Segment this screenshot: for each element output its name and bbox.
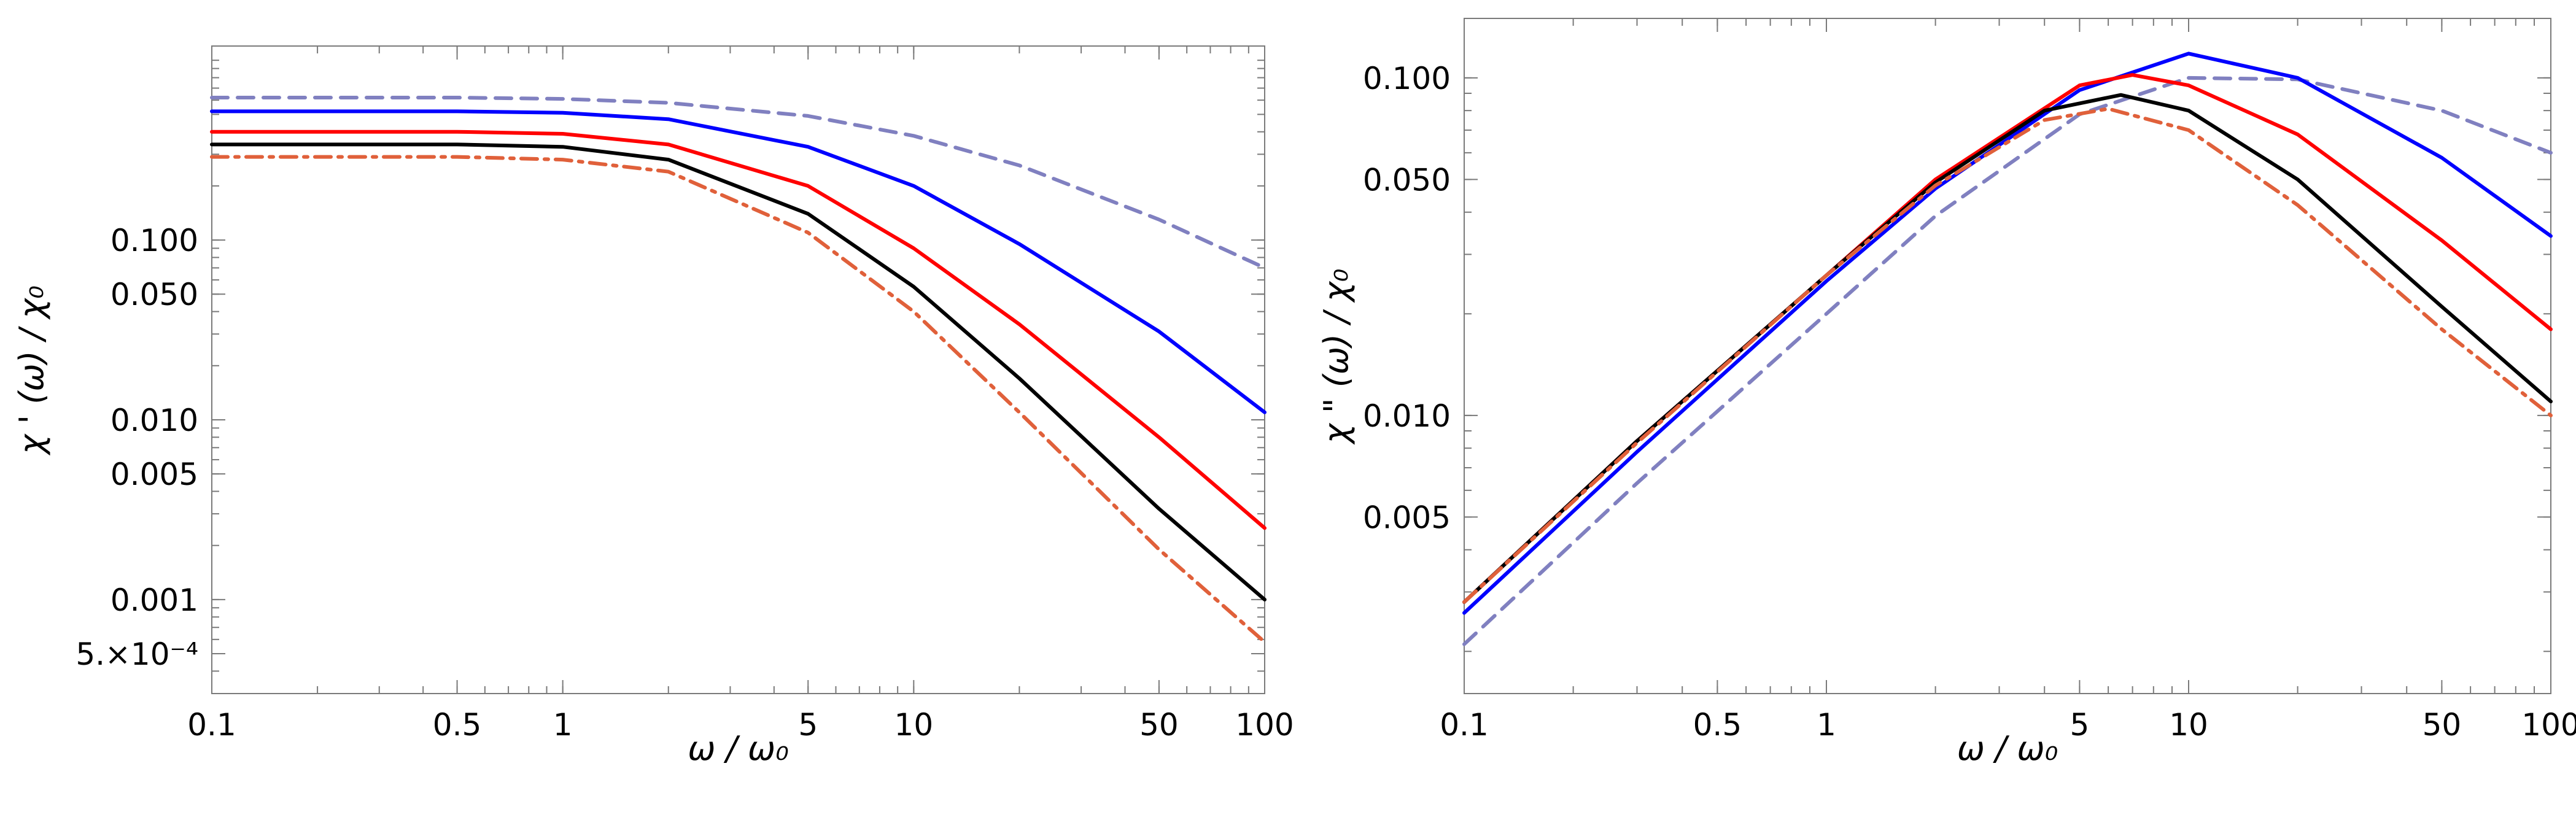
x-tick-label: 5	[798, 707, 818, 743]
series-line-blue	[210, 109, 1267, 414]
x-tick-label: 10	[894, 707, 934, 743]
series-line-orange-dashdot	[210, 155, 1267, 644]
chart-panel-real: 0.1 0.5 1 5 10 50 100 0.100 0.050 0.010 0.005 0.001…	[12, 45, 1294, 768]
y-tick-label: 0.100	[1363, 61, 1451, 96]
series-line-orange-dashdot	[1462, 107, 2553, 604]
chart-panel-imaginary: 0.1 0.5 1 5 10 50 100 0.100 0.050 0.010 0.005 ω / ω…	[1317, 18, 2576, 768]
x-tick-label: 5	[2070, 707, 2089, 743]
y-axis-label: χ " (ω) / χ₀	[1317, 269, 1356, 446]
x-tick-label: 1	[553, 707, 573, 743]
x-tick-label: 10	[2169, 707, 2208, 743]
plot-frame	[211, 45, 1265, 694]
x-tick-label: 50	[2423, 707, 2462, 743]
x-tick-label: 0.1	[187, 707, 236, 743]
series-line-red	[210, 130, 1267, 530]
y-tick-label: 0.100	[111, 223, 198, 258]
x-tick-label: 0.1	[1440, 707, 1489, 743]
plot-frame	[1464, 18, 2551, 694]
x-tick-label: 0.5	[1693, 707, 1742, 743]
x-axis-label: ω / ω₀	[1957, 729, 2058, 768]
y-tick-label: 0.001	[111, 582, 198, 618]
series-line-black	[210, 142, 1267, 601]
y-tick-label: 0.005	[111, 457, 198, 492]
series-line-dashed-purple	[1462, 75, 2553, 646]
y-tick-label: 0.010	[1363, 398, 1451, 434]
x-axis-label: ω / ω₀	[688, 729, 789, 768]
x-tick-label: 50	[1139, 707, 1179, 743]
y-tick-label: 5.×10⁻⁴	[76, 636, 198, 672]
x-tick-label: 1	[1817, 707, 1836, 743]
y-tick-label: 0.050	[1363, 162, 1451, 198]
x-tick-label: 100	[2521, 707, 2576, 743]
series-line-dashed-purple	[210, 96, 1267, 270]
y-tick-label: 0.010	[111, 403, 198, 438]
y-axis-label: χ ' (ω) / χ₀	[12, 285, 51, 456]
y-tick-label: 0.050	[111, 277, 198, 312]
series-line-red	[1462, 73, 2553, 604]
series-line-black	[1462, 93, 2553, 604]
x-tick-label: 100	[1235, 707, 1294, 743]
x-tick-label: 0.5	[433, 707, 482, 743]
series-line-blue	[1462, 52, 2553, 615]
y-tick-label: 0.005	[1363, 500, 1451, 535]
